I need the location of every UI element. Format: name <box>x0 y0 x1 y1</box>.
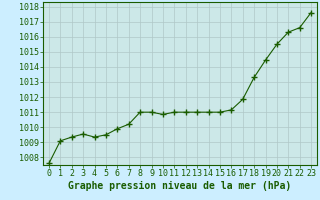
X-axis label: Graphe pression niveau de la mer (hPa): Graphe pression niveau de la mer (hPa) <box>68 181 292 191</box>
